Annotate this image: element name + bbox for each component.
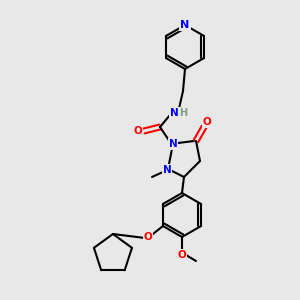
- Text: O: O: [178, 250, 186, 260]
- Text: N: N: [169, 108, 178, 118]
- Text: N: N: [169, 139, 177, 149]
- Text: O: O: [134, 126, 142, 136]
- Text: N: N: [163, 165, 171, 175]
- Text: O: O: [202, 117, 211, 127]
- Text: O: O: [144, 232, 152, 242]
- Text: H: H: [179, 108, 187, 118]
- Text: N: N: [180, 20, 190, 30]
